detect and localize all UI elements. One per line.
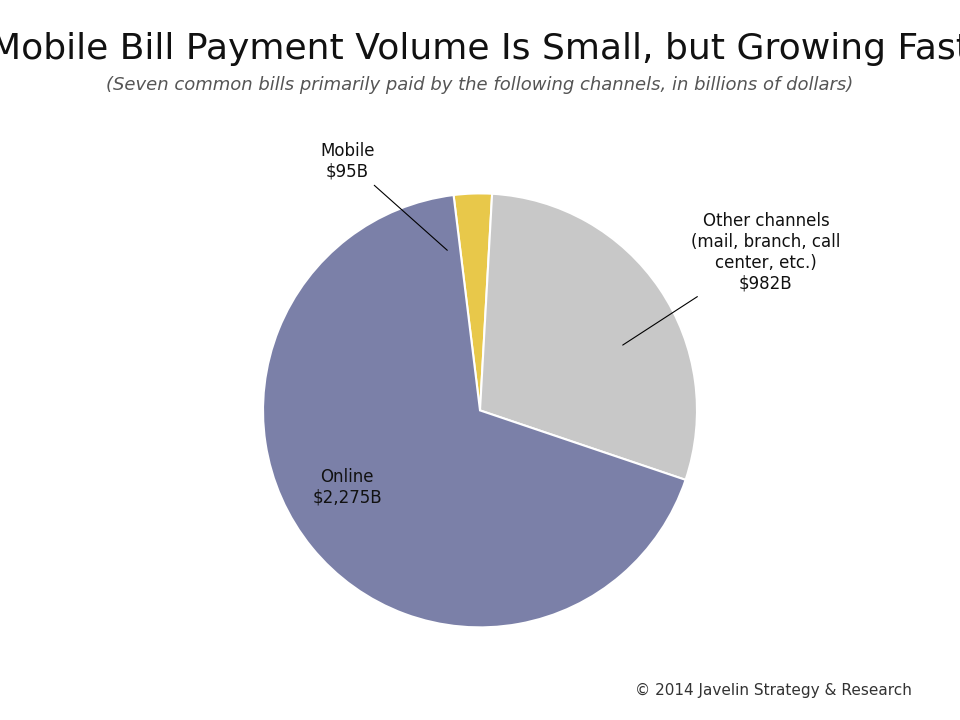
Wedge shape [453,194,492,410]
Wedge shape [480,194,697,480]
Text: Other channels
(mail, branch, call
center, etc.)
$982B: Other channels (mail, branch, call cente… [623,212,841,345]
Text: Online
$2,275B: Online $2,275B [312,467,382,506]
Text: © 2014 Javelin Strategy & Research: © 2014 Javelin Strategy & Research [636,683,912,698]
Text: Mobile
$95B: Mobile $95B [320,142,447,251]
Wedge shape [263,195,685,627]
Text: Mobile Bill Payment Volume Is Small, but Growing Fast: Mobile Bill Payment Volume Is Small, but… [0,32,960,66]
Text: (Seven common bills primarily paid by the following channels, in billions of dol: (Seven common bills primarily paid by th… [107,76,853,94]
